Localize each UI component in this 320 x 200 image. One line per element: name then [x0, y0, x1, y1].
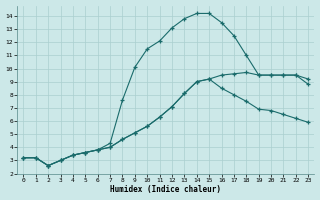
X-axis label: Humidex (Indice chaleur): Humidex (Indice chaleur) [110, 185, 221, 194]
